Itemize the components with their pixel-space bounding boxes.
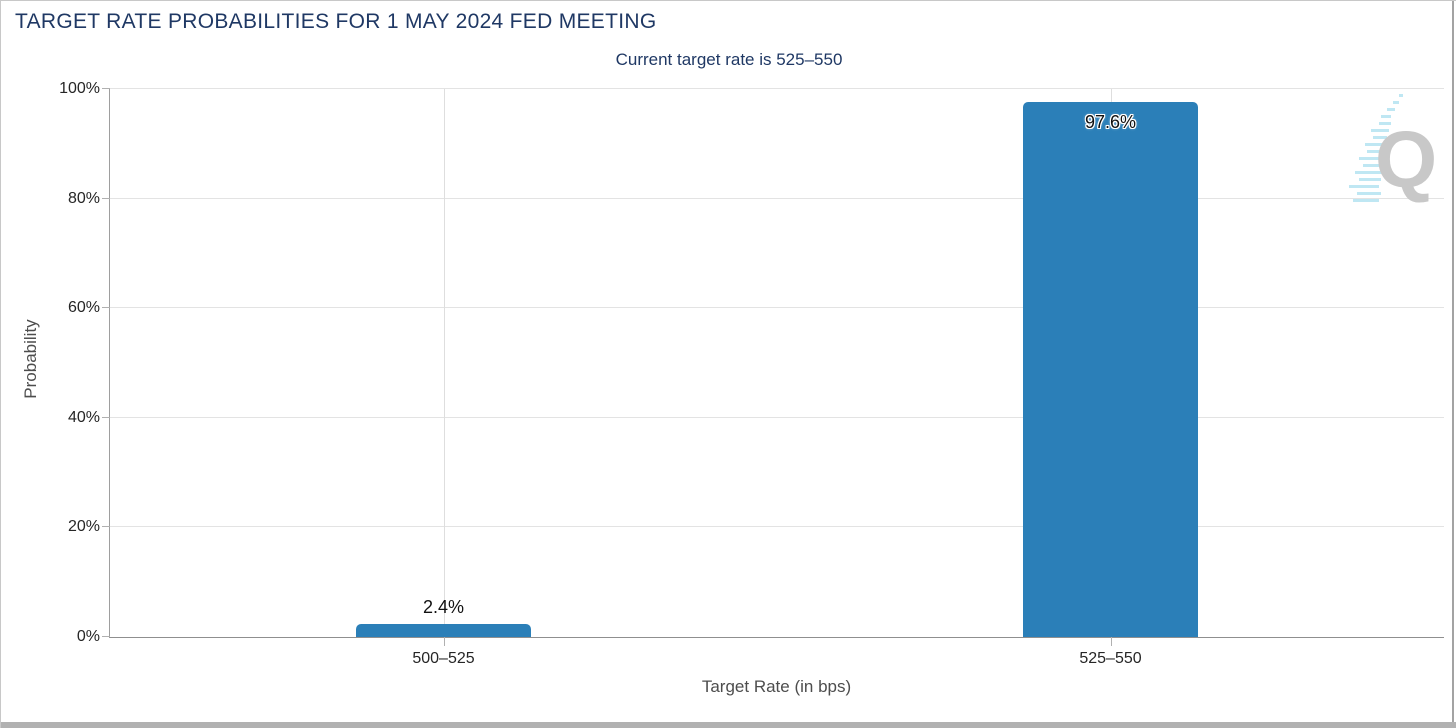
y-tick-mark [102,636,110,637]
bar-value-label: 2.4% [422,596,465,617]
y-tick-label: 20% [67,518,100,536]
y-tick-mark [102,307,110,309]
x-axis-title: Target Rate (in bps) [701,677,852,696]
y-tick-label: 60% [67,299,100,317]
watermark-q-letter: Q [1375,115,1437,204]
y-tick-label: 100% [59,80,100,97]
plot-area: 0% 20% 40% 60% 80% 100% 2.4% 500–525 97.6% 525–55… [59,80,1444,667]
y-tick-mark [102,88,110,89]
window-bottom-edge [1,722,1456,728]
bar-525–550[interactable] [1023,102,1198,637]
bar-value-label: 97.6% [1084,112,1137,133]
y-axis-title: Probability [21,319,40,399]
window-right-edge [1452,1,1454,722]
y-tick-mark [102,416,110,418]
chart-title: TARGET RATE PROBABILITIES FOR 1 MAY 2024… [15,10,657,33]
y-tick-label: 0% [76,628,100,645]
y-gridline [110,88,1444,89]
y-gridline [110,526,1444,528]
y-gridline [110,307,1444,309]
chart-subtitle: Current target rate is 525–550 [615,50,843,69]
x-tick-label: 500–525 [412,650,475,667]
y-tick-mark [102,526,110,528]
watermark-dashes [1349,94,1403,202]
y-gridline [110,416,1444,418]
x-tick-mark [1110,637,1112,646]
bar-500–525[interactable] [356,623,531,637]
y-gridline [110,197,1444,199]
brand-watermark-logo: Q [1349,94,1437,204]
x-gridline [443,89,445,637]
y-tick-label: 40% [67,408,100,426]
x-tick-label: 525–550 [1079,650,1142,667]
x-tick-mark [443,637,445,646]
y-tick-label: 80% [67,189,100,207]
y-tick-mark [102,197,110,199]
